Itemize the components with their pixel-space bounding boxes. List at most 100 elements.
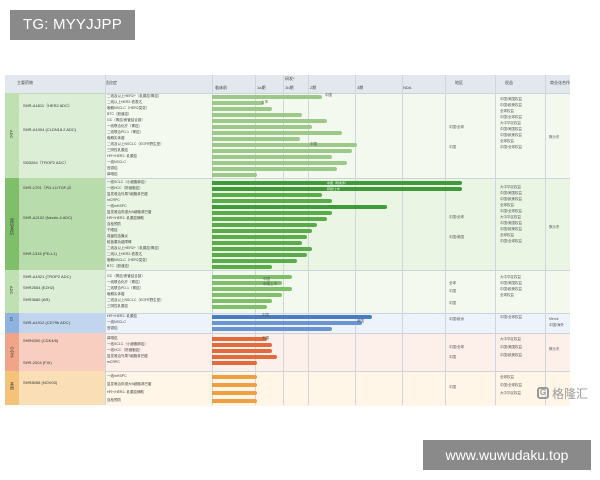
pipeline-bar: [212, 247, 312, 251]
rights-text: 大中华区权益: [500, 275, 521, 279]
rights-text: 中国/美国权益: [500, 281, 522, 285]
pipeline-table: 主要药物 适应症 研发* 临床前 1a期 1b期 2期 3期 NDA 地区 权益…: [5, 75, 570, 406]
grid-line: [105, 75, 106, 405]
body-band: [105, 371, 570, 406]
indication-label: 晚期实体瘤: [107, 292, 125, 296]
pipeline-bar: [212, 355, 277, 359]
rights-text: 大中华区权益: [500, 121, 521, 125]
rights-text: 中国/全球权益: [500, 383, 522, 387]
header-phase: 研发*: [285, 76, 295, 81]
indication-label: 晚期NSCLC（HER2突变）: [107, 106, 150, 110]
section-label: ADC: [9, 129, 14, 138]
drug-name: SHR-1316 (PD-L1): [23, 251, 57, 256]
pipeline-bar: [212, 205, 387, 209]
indication-label: HR+/HER2- 乳腺癌辅助: [107, 390, 145, 394]
pipeline-bar: [212, 321, 362, 325]
rights-text: 全球权益: [500, 233, 514, 237]
indication-label: BTC（胆道癌）: [107, 264, 132, 268]
pipeline-bar: [212, 259, 297, 263]
bar-note: 美国: [357, 319, 364, 323]
bar-note: 中国: [263, 277, 270, 281]
bar-note: 中国: [325, 93, 332, 97]
region-text: 中国: [449, 385, 456, 389]
bar-note: 中国: [262, 313, 269, 317]
pipeline-bar: [212, 167, 337, 171]
pipeline-bar: [212, 305, 267, 309]
grid-line: [445, 75, 446, 405]
pipeline-bar: [212, 299, 272, 303]
indication-label: 睑板腺功能障碍: [107, 240, 132, 244]
partner-text: Merck: [549, 317, 559, 321]
bar-note: 获批/上市: [327, 187, 340, 191]
region-text: 中国/全球: [449, 215, 464, 219]
indication-label: 一线HCC（肝细胞癌）: [107, 186, 143, 190]
drug-band: [19, 333, 105, 371]
drug-name: SHR8058 (NOV03): [23, 380, 58, 385]
drug-name: SHR-A1912 (CD79b ADC): [23, 320, 70, 325]
pipeline-bar: [212, 343, 272, 347]
drug-name: SHR-A2102 (Nectin-4 ADC): [23, 215, 73, 220]
section-label: ADC: [9, 285, 14, 294]
bar-note: 申报上市: [263, 282, 277, 286]
section-band: [5, 371, 19, 405]
region-text: 中国/全球: [449, 345, 464, 349]
grid-line: [255, 75, 256, 405]
header-region: 地区: [455, 80, 463, 85]
header-partner: 商业化合作: [550, 80, 570, 85]
rights-text: 全球权益: [500, 139, 514, 143]
pipeline-bar: [212, 235, 307, 239]
indication-label: 三阴性乳腺癌: [107, 148, 128, 152]
pipeline-bar: [212, 315, 372, 319]
indication-label: 真菌性结膜炎: [107, 234, 128, 238]
drug-name: SHR-2004 (FXI): [23, 360, 52, 365]
indication-label: 二线以上HER2-低表达: [107, 100, 143, 104]
indication-label: 血栓预防: [107, 398, 121, 402]
rights-text: 中国/全球权益: [500, 315, 522, 319]
rights-text: 全球权益: [500, 293, 514, 297]
region-text: 中国: [449, 289, 456, 293]
rights-text: 全球权益: [500, 375, 514, 379]
indication-label: 血栓预防: [107, 222, 121, 226]
pipeline-bar: [212, 181, 462, 185]
indication-label: 复发难治外周T细胞淋巴瘤: [107, 354, 148, 358]
section-band: [5, 93, 19, 178]
indication-label: 二线联合PD-1（胃癌）: [107, 130, 143, 134]
rights-text: 中国/欧美权益: [500, 227, 522, 231]
pipeline-bar: [212, 223, 317, 227]
partner-text: 默沙东: [549, 347, 560, 351]
header-rights: 权益: [505, 80, 513, 85]
partner-text: 中国/海外: [549, 323, 564, 327]
pipeline-bar: [212, 107, 272, 111]
section-label: 其他: [10, 382, 15, 390]
pipeline-bar: [212, 149, 352, 153]
indication-label: 鼻咽癌: [107, 172, 118, 176]
indication-label: 二线及以上HER2+（乳腺癌/胃癌）: [107, 246, 162, 250]
indication-label: 一线联合化疗（胃癌）: [107, 124, 142, 128]
rights-text: 全球权益: [500, 109, 514, 113]
section-band: [5, 270, 19, 313]
indication-label: HR+/HER2- 乳腺癌辅助: [107, 216, 145, 220]
pipeline-bar: [212, 281, 282, 285]
pipeline-bar: [212, 293, 282, 297]
pipeline-bar: [212, 375, 257, 379]
pipeline-bar: [212, 327, 332, 331]
pipeline-bar: [212, 265, 272, 269]
section-band: [5, 333, 19, 371]
logo-mark-icon: G: [537, 387, 549, 399]
region-text: 中国/全球: [449, 125, 464, 129]
drug-name: SHR6390 (CDK4/6): [23, 338, 59, 343]
pipeline-bar: [212, 125, 312, 129]
body-band: [105, 270, 570, 314]
pipeline-bar: [212, 143, 357, 147]
rights-text: 大中华区权益: [500, 337, 521, 341]
drug-name: SHR-A1904 (CLDN18.2 ADC): [23, 127, 77, 132]
header-p2: 1a期: [257, 85, 266, 90]
pipeline-bar: [212, 137, 300, 141]
indication-label: 一线mHSPC: [107, 204, 127, 208]
pipeline-bar: [212, 193, 322, 197]
header-indication: 适应症: [105, 80, 117, 85]
rights-text: 中国/欧美权益: [500, 133, 522, 137]
watermark-tag: TG: MYYJJPP: [10, 10, 135, 40]
indication-label: 一线SCLC（小细胞肺癌）: [107, 342, 148, 346]
partner-text: 默沙东: [549, 225, 560, 229]
